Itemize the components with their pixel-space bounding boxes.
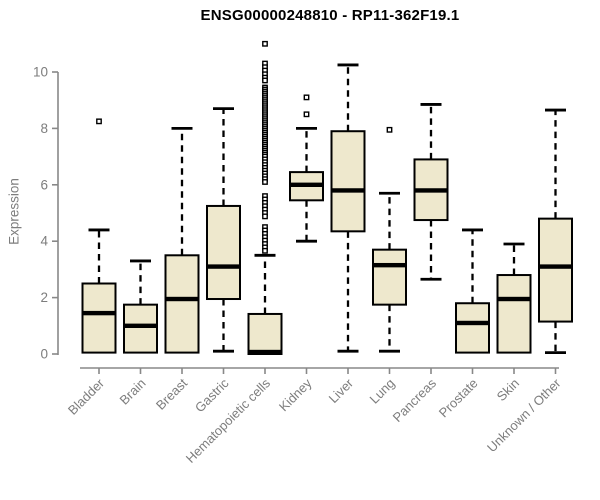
x-tick-label: Liver <box>326 375 357 406</box>
x-tick-label: Lung <box>367 376 398 407</box>
iqr-box <box>455 302 490 354</box>
median-line <box>414 188 448 193</box>
x-tick-label: Prostate <box>436 376 481 421</box>
outlier-point <box>303 111 310 118</box>
iqr-box <box>164 254 200 354</box>
iqr-box <box>81 282 117 354</box>
x-tick-label: Brain <box>117 376 149 408</box>
iqr-box <box>247 312 283 355</box>
x-tick-label: Gastric <box>192 375 232 415</box>
y-tick-label: 8 <box>40 121 48 136</box>
median-line <box>124 323 157 328</box>
median-line <box>82 310 116 316</box>
y-tick-label: 2 <box>40 290 48 305</box>
x-tick-label: Breast <box>153 375 190 412</box>
median-line <box>207 264 240 269</box>
outlier-point <box>262 77 268 84</box>
y-tick-label: 6 <box>40 177 48 192</box>
median-line <box>373 262 406 268</box>
outlier-point <box>262 213 268 220</box>
x-tick-label: Kidney <box>276 375 315 414</box>
chart-title: ENSG00000248810 - RP11-362F19.1 <box>200 7 460 24</box>
x-tick-label: Bladder <box>65 375 108 418</box>
iqr-box <box>330 130 366 233</box>
median-line <box>456 320 489 326</box>
x-tick-label: Pancreas <box>390 375 440 425</box>
outlier-point <box>262 247 268 254</box>
iqr-box <box>538 217 573 323</box>
outlier-point <box>262 179 268 185</box>
median-line <box>165 296 199 302</box>
iqr-box <box>206 204 241 301</box>
median-line <box>497 296 531 302</box>
iqr-box <box>372 248 407 306</box>
median-line <box>290 182 323 187</box>
outlier-point <box>303 94 310 101</box>
outlier-point <box>262 40 268 47</box>
outlier-point <box>386 126 393 133</box>
outlier-point <box>96 118 102 125</box>
y-tick-label: 10 <box>33 65 48 80</box>
y-tick-label: 4 <box>40 234 48 249</box>
median-line <box>248 349 282 355</box>
median-line <box>331 188 365 193</box>
iqr-box <box>123 303 158 354</box>
y-tick-label: 0 <box>40 347 48 362</box>
x-tick-label: Unknown / Other <box>484 375 564 455</box>
median-line <box>539 264 572 269</box>
x-tick-label: Skin <box>494 376 522 404</box>
iqr-box <box>496 274 532 354</box>
